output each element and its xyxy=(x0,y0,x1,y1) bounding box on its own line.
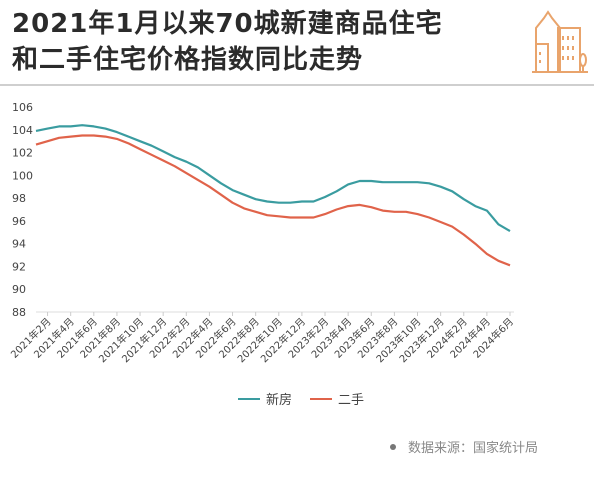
series-line-resale xyxy=(35,134,511,267)
y-tick-label: 92 xyxy=(12,260,26,273)
title-divider xyxy=(0,84,594,86)
y-tick-label: 90 xyxy=(12,283,26,296)
y-tick-label: 94 xyxy=(12,238,26,251)
legend-swatch-new xyxy=(238,397,260,400)
title-line-1: 2021年1月以来70城新建商品住宅 xyxy=(12,9,443,39)
city-buildings-icon xyxy=(530,8,588,78)
y-tick-label: 102 xyxy=(12,147,33,160)
legend-label-resale: 二手 xyxy=(338,393,365,408)
legend-label-new: 新房 xyxy=(266,393,293,408)
legend: 新房 二手 xyxy=(238,389,364,408)
y-tick-label: 106 xyxy=(12,101,33,114)
legend-item-resale: 二手 xyxy=(310,389,364,408)
footer: 数据来源：国家统计局 xyxy=(390,437,538,456)
legend-swatch-resale xyxy=(310,397,333,400)
line-chart: 1061041021009896949290882021年2月2021年4月20… xyxy=(8,101,516,365)
bullet-dot-icon xyxy=(390,443,396,450)
y-tick-label: 96 xyxy=(12,215,26,228)
y-tick-label: 100 xyxy=(12,169,33,182)
chart-title: 2021年1月以来70城新建商品住宅 和二手住宅价格指数同比走势 xyxy=(12,6,443,78)
y-tick-label: 98 xyxy=(12,192,26,205)
data-source: 数据来源：国家统计局 xyxy=(408,441,539,456)
title-line-2: 和二手住宅价格指数同比走势 xyxy=(12,45,364,75)
y-tick-label: 104 xyxy=(12,124,33,137)
y-tick-label: 88 xyxy=(12,306,26,319)
legend-item-new: 新房 xyxy=(238,389,292,408)
series-line-new xyxy=(35,124,511,233)
